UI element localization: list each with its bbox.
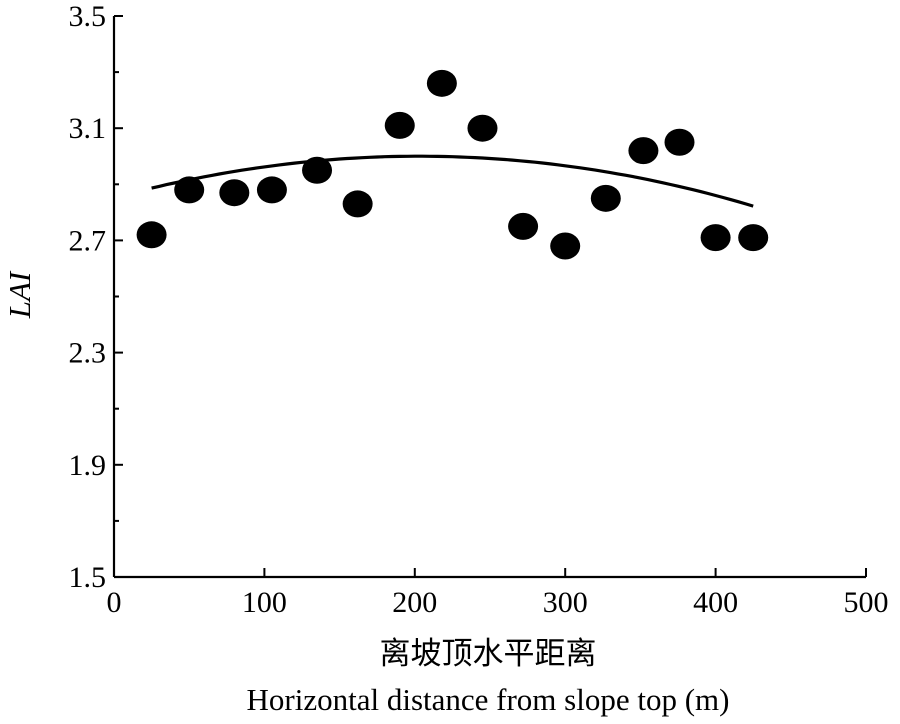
- data-point: [302, 156, 333, 184]
- y-tick-label: 1.9: [69, 449, 107, 482]
- data-point: [256, 176, 287, 204]
- y-tick-labels: 1.5 1.9 2.3 2.7 3.1 3.5: [69, 0, 107, 594]
- data-point: [136, 221, 167, 249]
- y-tick-label: 1.5: [69, 561, 107, 594]
- data-point: [550, 232, 581, 260]
- fit-curve-layer: [151, 154, 754, 208]
- y-tick-label: 3.5: [69, 0, 107, 33]
- data-point: [628, 137, 659, 165]
- data-point: [664, 128, 695, 156]
- x-tick-label: 0: [107, 586, 122, 619]
- y-tick-label: 2.3: [69, 337, 107, 370]
- y-tick-label: 2.7: [69, 224, 107, 257]
- data-point: [342, 190, 373, 218]
- x-tick-labels: 0 100 200 300 400 500: [107, 586, 889, 619]
- x-tick-label: 200: [392, 586, 437, 619]
- data-point: [174, 176, 205, 204]
- x-tick-label: 500: [844, 586, 889, 619]
- x-tick-label: 300: [543, 586, 588, 619]
- y-axis-label: LAI: [2, 270, 37, 319]
- data-point: [590, 184, 621, 212]
- y-tick-label: 3.1: [69, 112, 107, 145]
- data-point: [426, 69, 457, 97]
- x-tick-label: 100: [242, 586, 287, 619]
- x-axis-label: Horizontal distance from slope top (m): [247, 682, 730, 717]
- data-point: [508, 212, 539, 240]
- data-point: [700, 224, 731, 252]
- data-point: [467, 114, 498, 142]
- x-axis-label-chinese: 离坡顶水平距离: [380, 636, 597, 671]
- data-point: [384, 111, 415, 139]
- data-point: [738, 224, 769, 252]
- data-points: [136, 69, 769, 260]
- axes: [112, 15, 867, 579]
- x-tick-label: 400: [693, 586, 738, 619]
- data-point: [219, 179, 250, 207]
- fit-curve: [151, 154, 754, 208]
